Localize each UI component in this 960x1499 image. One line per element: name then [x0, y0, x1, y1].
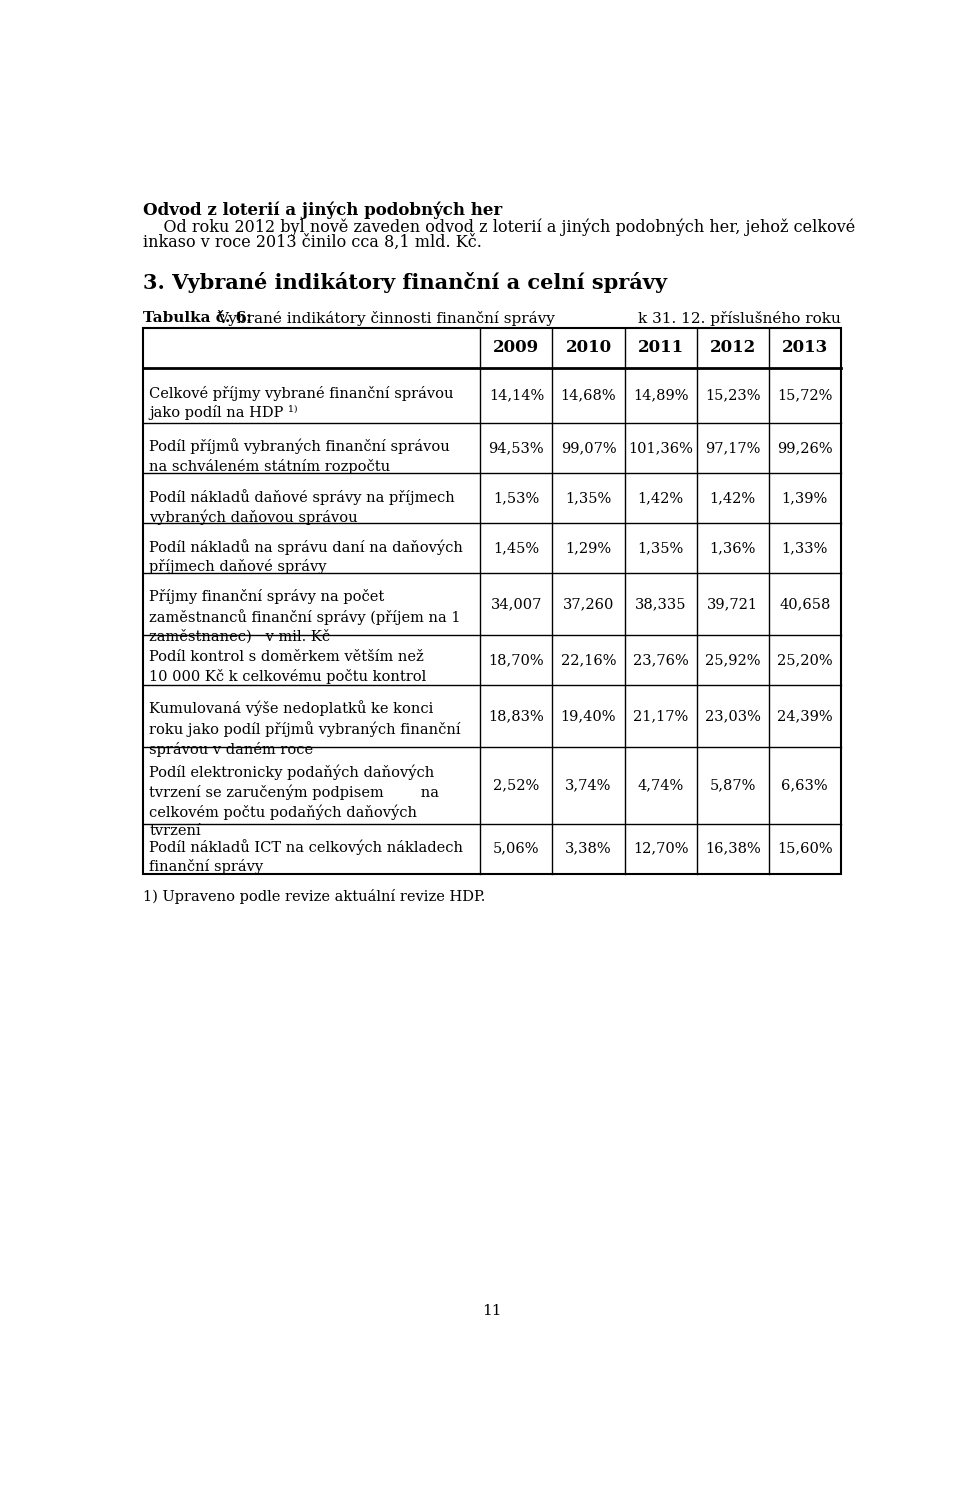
Text: 15,23%: 15,23% [705, 388, 760, 402]
Text: 2,52%: 2,52% [493, 778, 540, 791]
Text: 23,03%: 23,03% [705, 709, 760, 723]
Text: 1,29%: 1,29% [565, 541, 612, 555]
Text: 22,16%: 22,16% [561, 654, 616, 667]
Text: 34,007: 34,007 [491, 597, 542, 612]
Text: 2010: 2010 [565, 339, 612, 357]
Text: 14,14%: 14,14% [489, 388, 544, 402]
Text: 3,74%: 3,74% [565, 778, 612, 791]
Text: 39,721: 39,721 [708, 597, 758, 612]
Text: inkaso v roce 2013 činilo cca 8,1 mld. Kč.: inkaso v roce 2013 činilo cca 8,1 mld. K… [143, 234, 482, 250]
Text: 14,68%: 14,68% [561, 388, 616, 402]
Text: 99,26%: 99,26% [777, 441, 832, 456]
Text: 2013: 2013 [781, 339, 828, 357]
Text: Podíl nákladů na správu daní na daňových
příjmech daňové správy: Podíl nákladů na správu daní na daňových… [150, 538, 464, 574]
Text: 15,60%: 15,60% [777, 841, 832, 856]
Text: 11: 11 [482, 1304, 502, 1318]
Text: Od roku 2012 byl nově zaveden odvod z loterií a jiných podobných her, jehož celk: Od roku 2012 byl nově zaveden odvod z lo… [143, 219, 855, 235]
Text: Podíl příjmů vybraných finanční správou
na schváleném státním rozpočtu: Podíl příjmů vybraných finanční správou … [150, 439, 450, 474]
Text: 94,53%: 94,53% [489, 441, 544, 456]
Text: 18,83%: 18,83% [489, 709, 544, 723]
Text: 24,39%: 24,39% [777, 709, 832, 723]
Text: 25,92%: 25,92% [705, 654, 760, 667]
Text: 4,74%: 4,74% [637, 778, 684, 791]
Text: 40,658: 40,658 [779, 597, 830, 612]
Text: Vybrané indikátory činnosti finanční správy: Vybrané indikátory činnosti finanční spr… [213, 310, 555, 325]
Text: 2011: 2011 [637, 339, 684, 357]
Text: 1,53%: 1,53% [493, 492, 540, 505]
Text: 15,72%: 15,72% [777, 388, 832, 402]
Text: 1,36%: 1,36% [709, 541, 756, 555]
Text: 3,38%: 3,38% [565, 841, 612, 856]
Text: 1,45%: 1,45% [493, 541, 540, 555]
Text: Podíl nákladů daňové správy na příjmech
vybraných daňovou správou: Podíl nákladů daňové správy na příjmech … [150, 489, 455, 525]
Text: Tabulka č. 6:: Tabulka č. 6: [143, 310, 252, 325]
Text: 1) Upraveno podle revize aktuální revize HDP.: 1) Upraveno podle revize aktuální revize… [143, 889, 486, 904]
Text: 37,260: 37,260 [563, 597, 614, 612]
Text: 12,70%: 12,70% [633, 841, 688, 856]
Text: 2009: 2009 [493, 339, 540, 357]
Text: 1,39%: 1,39% [781, 492, 828, 505]
Text: Podíl elektronicky podaňých daňových
tvrzení se zaručeným podpisem        na
cel: Podíl elektronicky podaňých daňových tvr… [150, 764, 440, 838]
Text: 97,17%: 97,17% [705, 441, 760, 456]
Text: Celkové příjmy vybrané finanční správou
jako podíl na HDP ¹⁾: Celkové příjmy vybrané finanční správou … [150, 385, 454, 420]
Text: Kumulovaná výše nedoplatků ke konci
roku jako podíl příjmů vybraných finanční
sp: Kumulovaná výše nedoplatků ke konci roku… [150, 700, 461, 757]
Text: 38,335: 38,335 [635, 597, 686, 612]
Text: 1,42%: 1,42% [637, 492, 684, 505]
Text: 23,76%: 23,76% [633, 654, 688, 667]
Text: 6,63%: 6,63% [781, 778, 828, 791]
Text: 1,42%: 1,42% [709, 492, 756, 505]
Text: 21,17%: 21,17% [633, 709, 688, 723]
Text: 1,35%: 1,35% [637, 541, 684, 555]
Text: Podíl nákladů ICT na celkových nákladech
finanční správy: Podíl nákladů ICT na celkových nákladech… [150, 839, 464, 874]
Text: 14,89%: 14,89% [633, 388, 688, 402]
Text: 25,20%: 25,20% [777, 654, 832, 667]
Text: 101,36%: 101,36% [628, 441, 693, 456]
Text: 19,40%: 19,40% [561, 709, 616, 723]
Text: Odvod z loterií a jiných podobných her: Odvod z loterií a jiných podobných her [143, 201, 502, 219]
Text: k 31. 12. příslušného roku: k 31. 12. příslušného roku [637, 310, 841, 325]
Text: 18,70%: 18,70% [489, 654, 544, 667]
Text: 5,87%: 5,87% [709, 778, 756, 791]
Text: 99,07%: 99,07% [561, 441, 616, 456]
Text: 3. Vybrané indikátory finanční a celní správy: 3. Vybrané indikátory finanční a celní s… [143, 273, 667, 294]
Text: Podíl kontrol s doměrkem větším než
10 000 Kč k celkovému počtu kontrol: Podíl kontrol s doměrkem větším než 10 0… [150, 651, 426, 684]
Text: 5,06%: 5,06% [493, 841, 540, 856]
Text: Příjmy finanční správy na počet
zaměstnanců finanční správy (příjem na 1
zaměstn: Příjmy finanční správy na počet zaměstna… [150, 589, 461, 643]
Bar [143, 328, 841, 874]
Text: 2012: 2012 [709, 339, 756, 357]
Text: 1,33%: 1,33% [781, 541, 828, 555]
Text: 16,38%: 16,38% [705, 841, 760, 856]
Text: 1,35%: 1,35% [565, 492, 612, 505]
